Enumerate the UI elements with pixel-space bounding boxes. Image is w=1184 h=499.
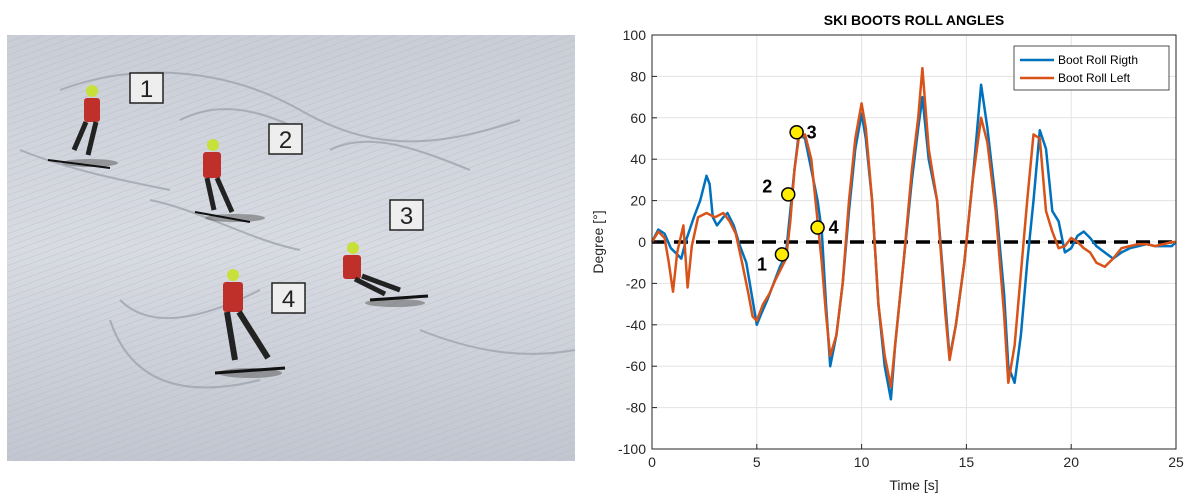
y-tick-label: -60 — [626, 358, 646, 374]
annotation-label-4: 4 — [829, 218, 839, 238]
photo-label-3: 3 — [389, 199, 424, 231]
legend: Boot Roll Rigth Boot Roll Left — [1013, 45, 1170, 91]
series-lines — [650, 66, 1177, 401]
y-tick-label: 20 — [630, 193, 646, 209]
y-tick-label: 40 — [630, 151, 646, 167]
x-tick-label: 15 — [959, 454, 975, 470]
x-tick-label: 25 — [1168, 454, 1184, 470]
x-axis-label: Time [s] — [889, 477, 938, 493]
photo-label-4: 4 — [271, 282, 306, 314]
y-tick-label: 0 — [638, 234, 646, 250]
legend-label-left: Boot Roll Left — [1058, 71, 1131, 85]
legend-label-right: Boot Roll Rigth — [1058, 53, 1138, 67]
annotation-label-3: 3 — [807, 122, 817, 142]
annotation-label-1: 1 — [757, 254, 767, 274]
photo-label-1: 1 — [129, 72, 164, 104]
y-tick-label: 100 — [623, 27, 647, 43]
annotation-point-3 — [789, 125, 804, 140]
roll-angle-chart: SKI BOOTS ROLL ANGLES 0 5 10 15 20 25 -100-80… — [590, 12, 1184, 493]
annotation-point-1 — [774, 247, 790, 262]
x-tick-label: 5 — [753, 454, 761, 470]
y-tick-label: 60 — [630, 110, 646, 126]
y-tick-labels: -100 -80 -60 -40 -20 0 20 40 60 80 100 — [618, 27, 657, 457]
annotation-point-2 — [780, 187, 796, 202]
x-tick-label: 0 — [648, 454, 656, 470]
photo-label-2-text: 2 — [279, 127, 292, 154]
series-boot-roll-left — [650, 66, 1176, 389]
y-axis-label: Degree [°] — [590, 210, 606, 273]
chart-title: SKI BOOTS ROLL ANGLES — [824, 12, 1004, 28]
x-tick-label: 20 — [1063, 454, 1079, 470]
x-tick-labels: 0 5 10 15 20 25 — [648, 444, 1184, 470]
annotation-label-2: 2 — [762, 176, 772, 196]
y-tick-label: -40 — [626, 317, 646, 333]
photo-label-2: 2 — [268, 123, 303, 155]
skier-2 — [194, 139, 265, 223]
y-tick-label: -100 — [618, 441, 646, 457]
x-tick-label: 10 — [854, 454, 870, 470]
ski-photo: 1 2 3 4 — [7, 35, 576, 461]
photo-label-3-text: 3 — [400, 203, 413, 230]
annotation-markers: 1 2 3 4 — [757, 122, 839, 274]
skier-1 — [47, 85, 118, 169]
y-tick-label: 80 — [630, 68, 646, 84]
photo-label-4-text: 4 — [282, 286, 295, 313]
y-tick-label: -20 — [626, 275, 646, 291]
y-tick-label: -80 — [626, 400, 646, 416]
skier-4 — [214, 269, 286, 378]
annotation-point-4 — [810, 220, 825, 235]
photo-label-1-text: 1 — [140, 76, 153, 103]
skier-3 — [343, 242, 429, 307]
